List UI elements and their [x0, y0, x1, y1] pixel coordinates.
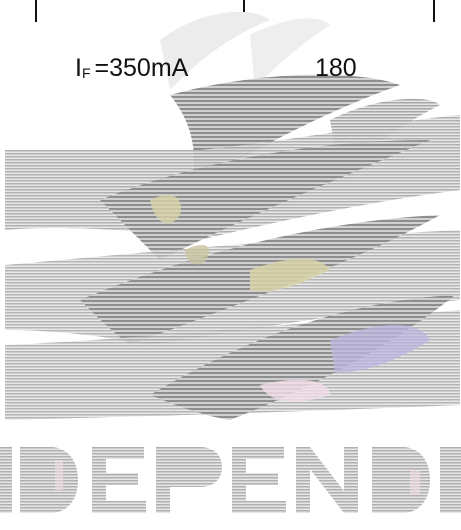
current-symbol: I — [75, 54, 82, 82]
current-subscript: F — [81, 65, 91, 81]
current-value: =350mA — [94, 54, 189, 82]
test-condition-label: IF =350mA — [75, 56, 188, 81]
table-border-middle — [243, 0, 245, 22]
measured-value: 180 — [315, 54, 357, 82]
table-border-left — [35, 0, 37, 22]
table-border-right — [433, 0, 435, 22]
